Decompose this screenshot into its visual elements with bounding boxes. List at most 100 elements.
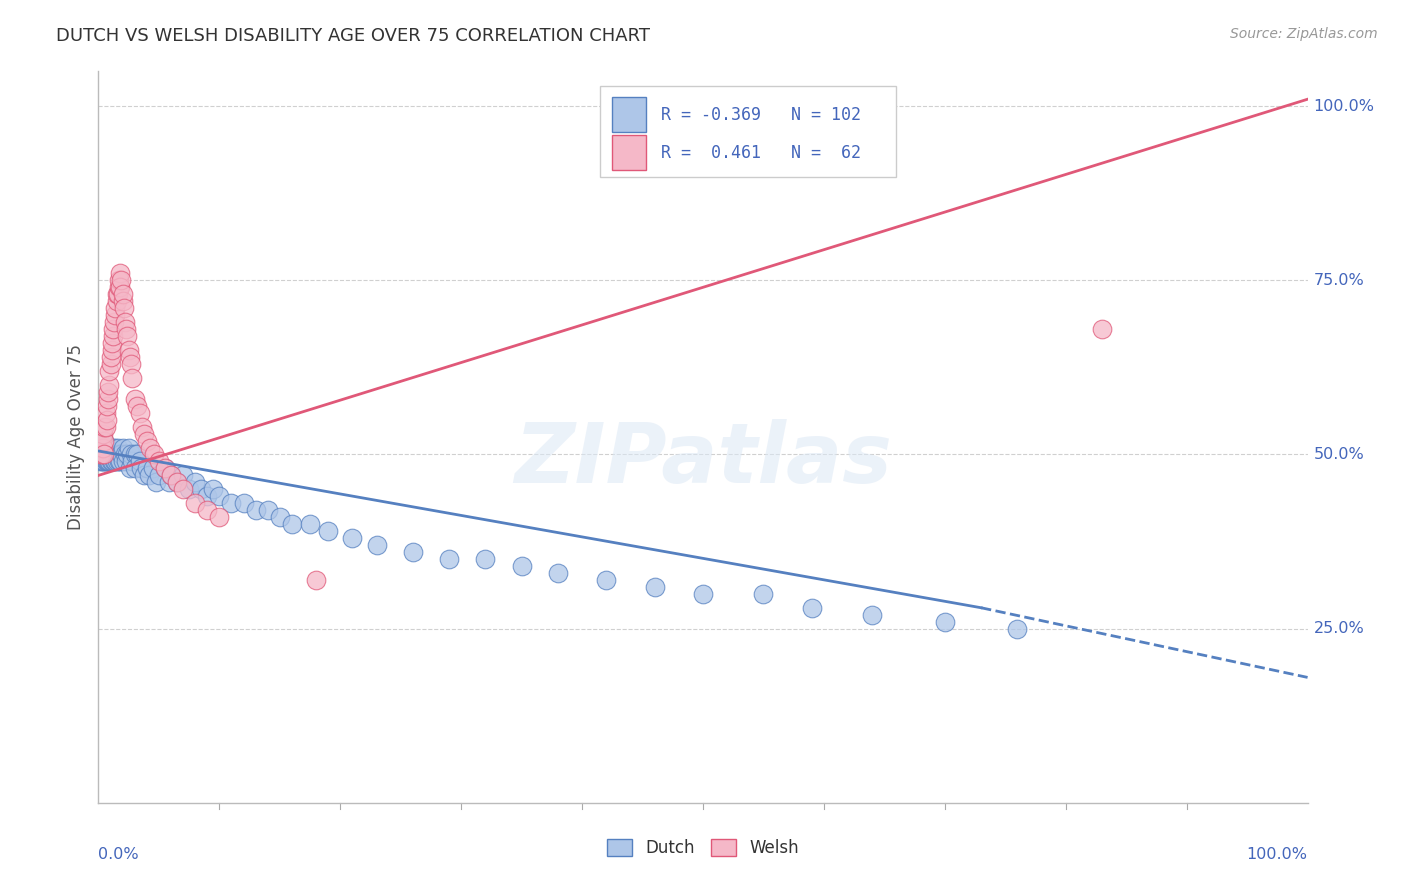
Point [96,441,118,455]
Point [100,441,122,455]
Point [153,461,176,475]
Point [138,468,160,483]
Point [107,441,129,455]
Point [100,454,122,468]
Legend: Dutch, Welsh: Dutch, Welsh [600,832,806,864]
Text: 100.0%: 100.0% [1247,847,1308,862]
Point [148,454,170,468]
Text: 25.0%: 25.0% [1313,621,1364,636]
Point [108,273,131,287]
Point [135,461,157,475]
Point [145,475,167,490]
Point [89,454,111,468]
Point [93,441,115,455]
Point [101,441,124,455]
Point [117,329,139,343]
Text: 100.0%: 100.0% [1313,99,1375,113]
Point [366,538,388,552]
Point [153,461,176,475]
Point [474,552,496,566]
Text: 75.0%: 75.0% [1313,273,1364,288]
Point [108,266,131,280]
Point [148,468,170,483]
Point [93,454,115,468]
Point [118,343,141,357]
Point [91,448,114,462]
Point [93,448,115,462]
Point [305,573,328,587]
FancyBboxPatch shape [600,86,897,178]
Point [96,399,118,413]
Point [131,419,153,434]
Point [160,468,183,483]
Point [692,587,714,601]
Point [90,441,112,455]
Point [121,454,143,468]
Point [94,454,117,468]
Point [100,336,122,351]
Point [402,545,425,559]
Point [139,441,162,455]
Point [96,412,118,426]
Point [118,461,141,475]
Point [934,615,956,629]
Point [104,308,127,322]
Point [124,448,146,462]
Point [166,475,188,490]
Point [800,600,823,615]
Point [93,419,115,434]
Point [107,287,129,301]
Point [97,392,120,406]
Point [160,468,183,483]
Point [98,377,121,392]
Point [112,301,135,316]
Point [342,531,364,545]
Point [111,294,134,309]
Point [91,434,114,448]
Point [134,426,156,441]
Point [114,315,136,329]
Point [269,510,291,524]
Point [91,441,114,455]
Point [103,315,125,329]
Point [111,441,134,455]
Point [96,448,118,462]
Point [93,448,115,462]
Text: Source: ZipAtlas.com: Source: ZipAtlas.com [1230,27,1378,41]
Point [94,441,117,455]
Point [232,496,254,510]
Text: R =  0.461   N =  62: R = 0.461 N = 62 [661,144,860,161]
FancyBboxPatch shape [613,97,647,132]
Point [100,343,122,357]
Point [107,448,129,462]
Point [142,461,165,475]
Point [299,517,322,532]
Point [1007,622,1029,636]
Point [91,434,114,448]
Point [97,384,120,399]
Text: ZIPatlas: ZIPatlas [515,418,891,500]
Point [100,448,122,462]
Point [121,371,143,385]
Point [221,496,243,510]
Point [94,448,117,462]
Point [91,454,114,468]
Point [91,448,114,462]
Point [127,399,149,413]
Point [94,419,117,434]
Point [127,448,149,462]
Point [135,434,157,448]
Point [128,406,150,420]
Point [108,448,131,462]
Point [166,475,188,490]
Point [90,448,112,462]
FancyBboxPatch shape [613,135,647,170]
Point [98,448,121,462]
Point [97,454,120,468]
Point [111,454,134,468]
Point [118,441,141,455]
Point [124,392,146,406]
Point [129,461,152,475]
Text: 50.0%: 50.0% [1313,447,1364,462]
Point [595,573,617,587]
